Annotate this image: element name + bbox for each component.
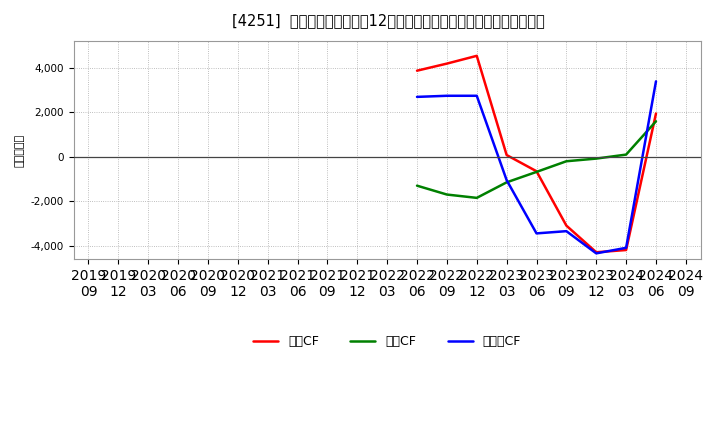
投賄CF [503, 180, 511, 185]
Line: 営業CF: 営業CF [417, 56, 656, 252]
営業CF [413, 68, 421, 73]
Legend: 営業CF, 投賄CF, フリーCF: 営業CF, 投賄CF, フリーCF [248, 330, 526, 353]
営業CF [592, 249, 600, 255]
Line: フリーCF: フリーCF [417, 81, 656, 253]
営業CF [443, 61, 451, 66]
投賄CF [652, 119, 660, 124]
投賄CF [532, 169, 541, 175]
投賄CF [622, 152, 631, 157]
営業CF [503, 152, 511, 158]
フリーCF [413, 94, 421, 99]
フリーCF [592, 251, 600, 256]
Line: 投賄CF: 投賄CF [417, 121, 656, 198]
投賄CF [562, 158, 571, 164]
投賄CF [472, 195, 481, 201]
フリーCF [472, 93, 481, 99]
フリーCF [652, 79, 660, 84]
営業CF [532, 169, 541, 174]
フリーCF [503, 177, 511, 183]
フリーCF [622, 245, 631, 250]
投賄CF [413, 183, 421, 188]
営業CF [562, 223, 571, 228]
営業CF [652, 111, 660, 116]
営業CF [622, 247, 631, 253]
Y-axis label: （百万円）: （百万円） [15, 134, 25, 167]
フリーCF [443, 93, 451, 99]
投賄CF [592, 156, 600, 161]
Text: [4251]  キャッシュフローの12か月移動合計の対前年同期増減額の推移: [4251] キャッシュフローの12か月移動合計の対前年同期増減額の推移 [233, 13, 545, 28]
営業CF [472, 53, 481, 59]
フリーCF [532, 231, 541, 236]
フリーCF [562, 228, 571, 234]
投賄CF [443, 192, 451, 197]
